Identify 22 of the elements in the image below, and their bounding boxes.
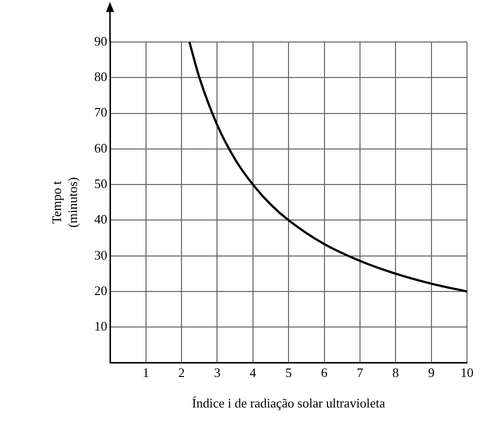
- x-tick-label: 7: [356, 365, 364, 380]
- y-tick-label: 80: [94, 69, 108, 84]
- x-tick-label: 10: [460, 365, 474, 380]
- y-tick-label: 60: [94, 140, 108, 156]
- x-tick-label: 2: [178, 365, 185, 380]
- line-series: [188, 42, 467, 293]
- y-tick-label: 30: [94, 247, 108, 262]
- x-tick-label: 4: [250, 365, 257, 380]
- y-tick-label: 90: [94, 33, 108, 48]
- x-tick-label: 8: [392, 365, 399, 380]
- y-tick-label: 10: [94, 318, 108, 334]
- x-tick-label: 6: [321, 365, 328, 380]
- x-tick-label: 5: [285, 365, 292, 380]
- y-tick-label: 40: [94, 212, 108, 227]
- x-tick-label: 1: [142, 365, 150, 380]
- x-tick-label: 3: [214, 365, 220, 380]
- y-tick-label: 50: [94, 176, 108, 191]
- x-tick-label: 9: [428, 365, 435, 380]
- y-tick-label: 70: [94, 104, 108, 120]
- y-tick-label: 20: [94, 282, 108, 298]
- x-axis-title: Índice i de radiação solar ultravioleta: [192, 396, 386, 411]
- y-axis-title: Tempo t (minutos): [49, 177, 80, 228]
